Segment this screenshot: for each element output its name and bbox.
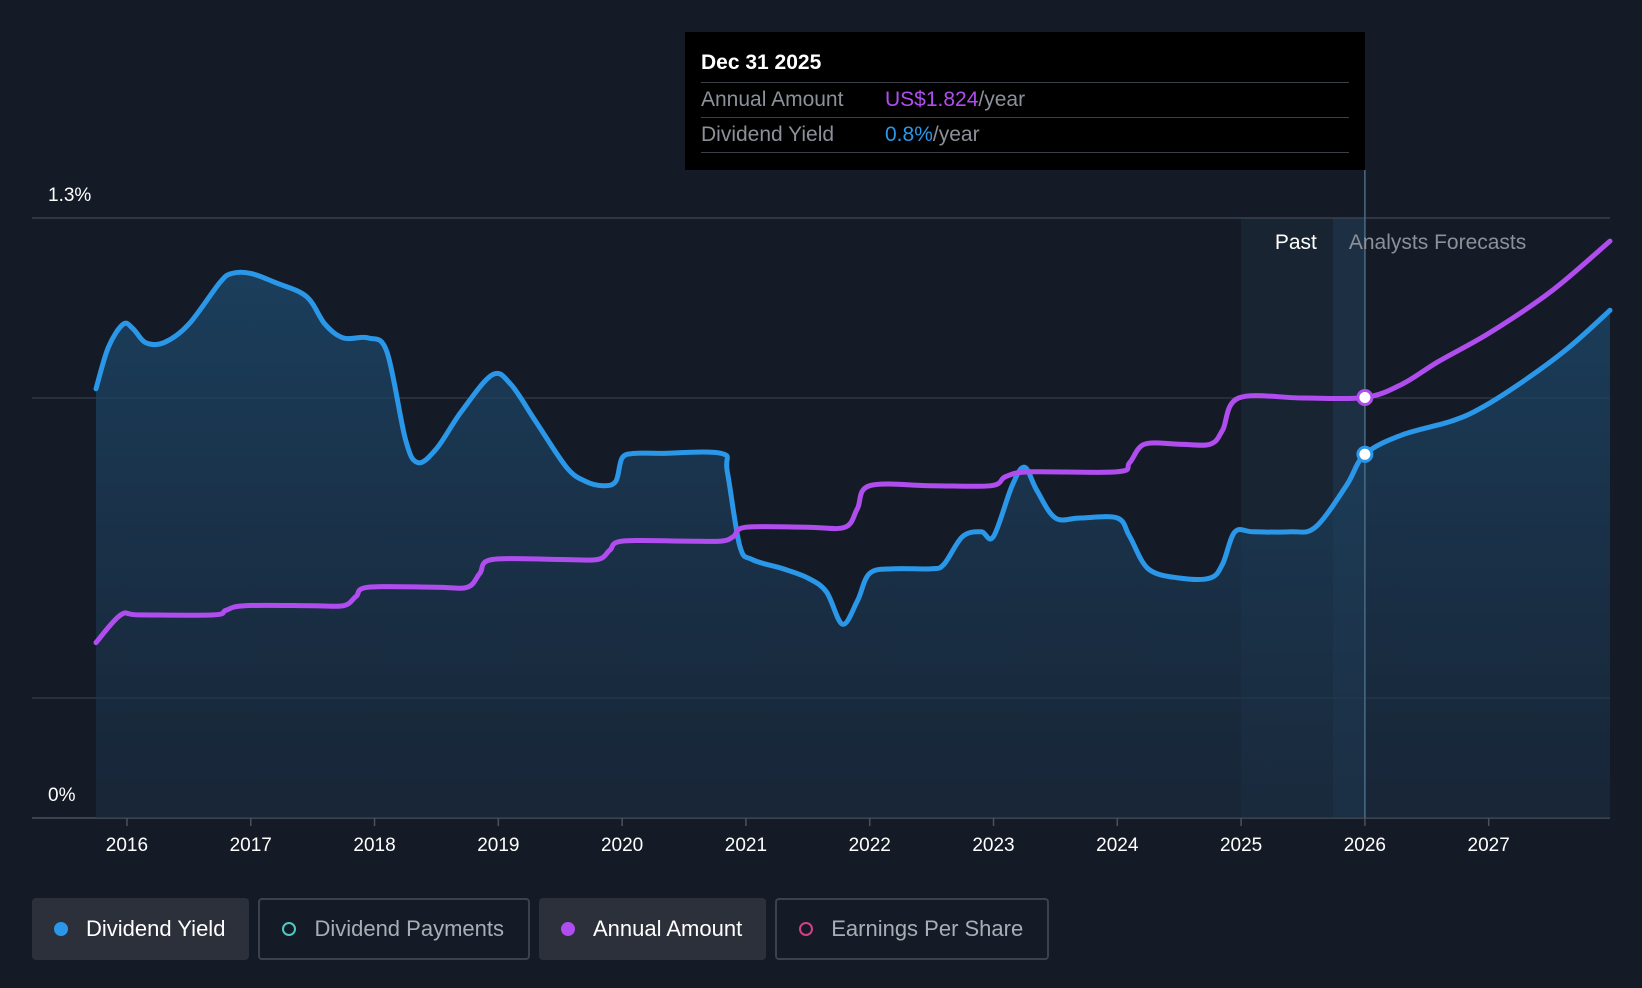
legend-ring-icon: [799, 922, 814, 936]
x-axis: 2016 2017 2018 2019 2020 2021 2022 2023 2024 2025…: [106, 818, 1510, 856]
dividend-yield-line: [93, 269, 1613, 627]
legend-dot-icon: [560, 922, 575, 936]
annual-amount-line: [93, 238, 1613, 646]
legend-dividend-payments[interactable]: Dividend Payments: [258, 898, 530, 960]
legend-label: Earnings Per Share: [831, 916, 1024, 941]
past-label: Past: [1275, 231, 1317, 254]
legend-earnings-per-share[interactable]: Earnings Per Share: [775, 898, 1050, 960]
x-tick-label: 2018: [353, 835, 395, 856]
tooltip-value: 0.8%: [885, 123, 933, 146]
legend-annual-amount[interactable]: Annual Amount: [538, 898, 767, 960]
x-tick-label: 2024: [1096, 835, 1139, 856]
legend-dividend-yield[interactable]: Dividend Yield: [32, 898, 250, 960]
tooltip-unit: /year: [978, 88, 1026, 111]
legend-ring-icon: [282, 922, 297, 936]
legend-label: Dividend Yield: [86, 916, 226, 941]
tooltip-value: US$1.824: [885, 88, 979, 111]
legend: Dividend Yield Dividend Payments Annual …: [32, 898, 1050, 960]
x-tick-label: 2020: [601, 835, 643, 856]
legend-label: Annual Amount: [592, 916, 743, 941]
x-tick-label: 2019: [477, 835, 519, 856]
forecast-label: Analysts Forecasts: [1349, 231, 1526, 254]
x-tick-label: 2025: [1220, 835, 1262, 856]
dividend-yield-marker[interactable]: [1356, 445, 1374, 463]
x-tick-label: 2021: [725, 835, 767, 856]
tooltip-date: Dec 31 2025: [701, 48, 1349, 83]
x-tick-label: 2016: [106, 835, 148, 856]
legend-dot-icon: [54, 922, 68, 936]
x-tick-label: 2027: [1468, 835, 1510, 856]
tooltip-key: Annual Amount: [701, 88, 844, 111]
y-tick-label: 0%: [48, 785, 76, 806]
tooltip-key: Dividend Yield: [701, 123, 835, 146]
tooltip-row-annual-amount: Annual Amount US$1.824 /year: [701, 83, 1349, 118]
dividend-yield-area: [96, 272, 1610, 819]
chart-tooltip: Dec 31 2025 Annual Amount US$1.824 /year…: [685, 32, 1365, 170]
y-axis: 1.3% 0%: [48, 185, 91, 806]
y-tick-label: 1.3%: [48, 185, 91, 206]
legend-label: Dividend Payments: [314, 916, 504, 941]
x-tick-label: 2022: [849, 835, 891, 856]
annual-amount-marker[interactable]: [1356, 389, 1374, 407]
x-tick-label: 2026: [1344, 835, 1386, 856]
tooltip-row-dividend-yield: Dividend Yield 0.8% /year: [701, 118, 1349, 153]
x-tick-label: 2017: [230, 835, 272, 856]
dividend-chart: 2016 2017 2018 2019 2020 2021 2022 2023 2024 2025…: [32, 170, 1613, 856]
x-tick-label: 2023: [972, 835, 1014, 856]
tooltip-unit: /year: [932, 123, 980, 146]
